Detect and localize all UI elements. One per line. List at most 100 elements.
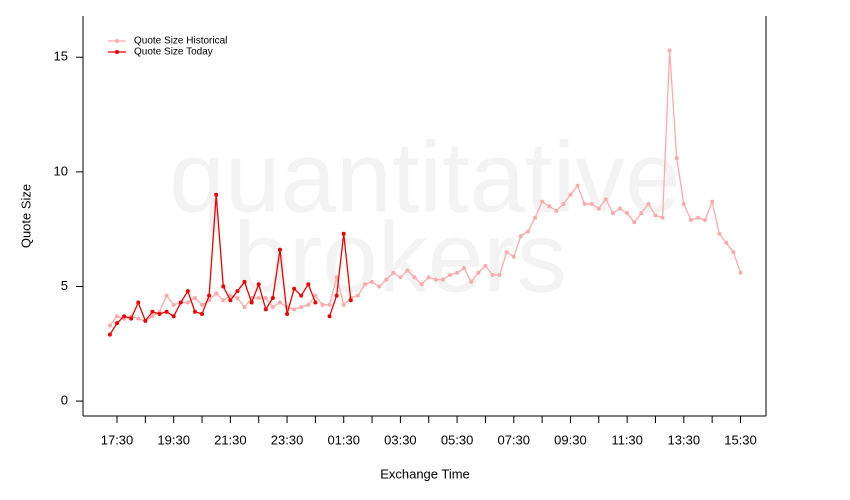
point — [334, 293, 339, 298]
point — [150, 314, 155, 319]
point — [235, 289, 240, 294]
x-tick-label: 03:30 — [384, 432, 417, 447]
point — [518, 234, 523, 239]
point — [164, 309, 169, 314]
point — [299, 305, 304, 310]
point — [263, 295, 268, 300]
point — [370, 279, 375, 284]
point — [582, 201, 587, 206]
point — [426, 275, 431, 280]
point — [150, 309, 155, 314]
point — [178, 300, 183, 305]
point — [625, 211, 630, 216]
point — [256, 295, 261, 300]
point — [717, 231, 722, 236]
point — [341, 231, 346, 236]
point — [440, 277, 445, 282]
point — [504, 250, 509, 255]
point — [263, 307, 268, 312]
point — [306, 302, 311, 307]
point — [164, 293, 169, 298]
point — [688, 218, 693, 223]
point — [249, 300, 254, 305]
point — [575, 183, 580, 188]
point — [639, 211, 644, 216]
point — [469, 279, 474, 284]
x-tick-label: 09:30 — [554, 432, 587, 447]
point — [554, 208, 559, 213]
point — [107, 332, 112, 337]
point — [618, 206, 623, 211]
point — [596, 206, 601, 211]
point — [674, 156, 679, 161]
x-tick-label: 19:30 — [157, 432, 190, 447]
point — [200, 302, 205, 307]
point — [398, 275, 403, 280]
point — [483, 263, 488, 268]
y-tick-label: 5 — [61, 278, 68, 293]
point — [341, 302, 346, 307]
x-tick-label: 23:30 — [271, 432, 304, 447]
x-tick-label: 17:30 — [101, 432, 134, 447]
point — [306, 282, 311, 287]
point — [129, 316, 134, 321]
point — [256, 282, 261, 287]
point — [377, 284, 382, 289]
point — [610, 211, 615, 216]
point — [589, 201, 594, 206]
legend-point — [115, 50, 119, 54]
point — [270, 305, 275, 310]
y-tick-label: 10 — [54, 163, 68, 178]
point — [703, 218, 708, 223]
x-tick-label: 13:30 — [668, 432, 701, 447]
point — [731, 250, 736, 255]
point — [448, 273, 453, 278]
point — [299, 293, 304, 298]
x-tick-label: 15:30 — [724, 432, 757, 447]
point — [724, 240, 729, 245]
point — [348, 298, 353, 303]
x-tick-label: 05:30 — [441, 432, 474, 447]
point — [122, 314, 127, 319]
point — [313, 300, 318, 305]
x-tick-label: 21:30 — [214, 432, 247, 447]
point — [412, 275, 417, 280]
series-line — [109, 194, 352, 335]
legend-label: Quote Size Historical — [134, 36, 227, 47]
point — [185, 289, 190, 294]
point — [277, 247, 282, 252]
point — [207, 293, 212, 298]
point — [476, 270, 481, 275]
point — [455, 270, 460, 275]
point — [603, 197, 608, 202]
point — [667, 48, 672, 53]
point — [143, 318, 148, 323]
point — [540, 199, 545, 204]
point — [660, 215, 665, 220]
point — [221, 284, 226, 289]
y-tick-label: 0 — [61, 393, 68, 408]
point — [433, 277, 438, 282]
point — [242, 305, 247, 310]
point — [214, 291, 219, 296]
point — [285, 311, 290, 316]
point — [136, 316, 141, 321]
point — [738, 270, 743, 275]
point — [681, 201, 686, 206]
y-axis-label: Quote Size — [18, 184, 33, 248]
point — [292, 286, 297, 291]
point — [653, 213, 658, 218]
point — [561, 201, 566, 206]
point — [171, 314, 176, 319]
point — [192, 309, 197, 314]
point — [525, 229, 530, 234]
x-tick-label: 11:30 — [611, 432, 643, 447]
point — [107, 323, 112, 328]
point — [235, 295, 240, 300]
point — [115, 314, 120, 319]
legend-label: Quote Size Today — [134, 47, 213, 58]
point — [185, 300, 190, 305]
point — [136, 300, 141, 305]
point — [695, 215, 700, 220]
